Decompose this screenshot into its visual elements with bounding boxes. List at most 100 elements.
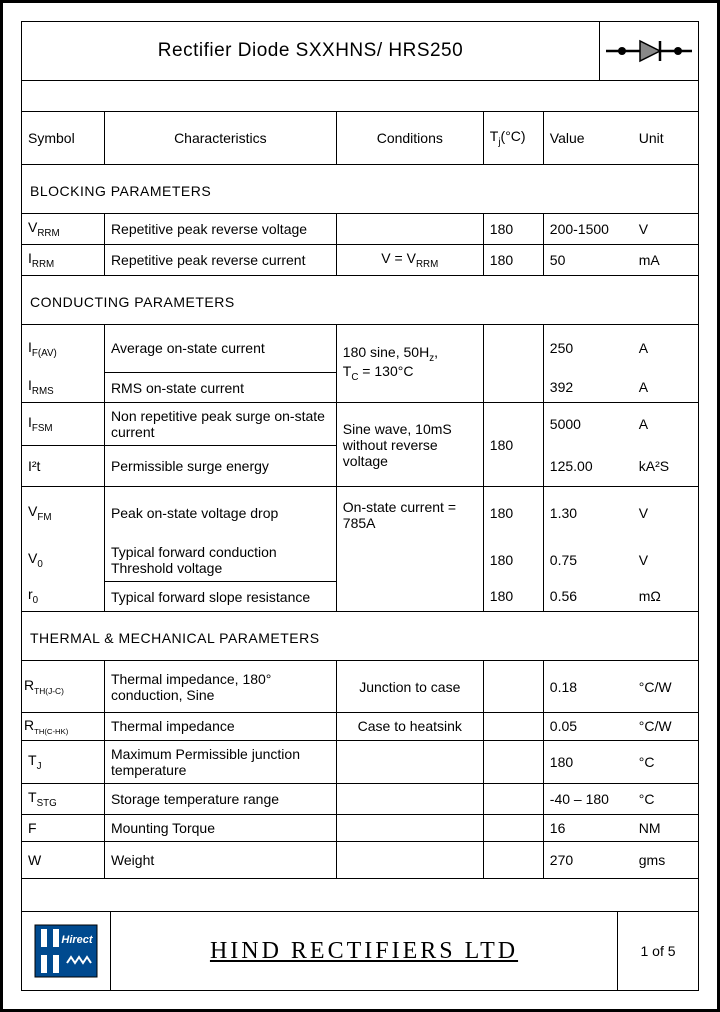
cell-char: Repetitive peak reverse voltage — [104, 214, 336, 245]
row-tstg: TSTG Storage temperature range -40 – 180… — [22, 783, 698, 814]
page-border: Rectifier Diode SXXHNS/ HRS250 Symbol Ch… — [0, 0, 720, 1012]
company-name: HIND RECTIFIERS LTD — [111, 912, 618, 990]
cell-char: Permissible surge energy — [104, 446, 336, 487]
cell-unit: °C — [633, 740, 698, 783]
row-vrrm: VRRM Repetitive peak reverse voltage 180… — [22, 214, 698, 245]
cell-tj: 180 — [483, 403, 543, 487]
cell-cond — [336, 814, 483, 841]
section-conducting: CONDUCTING PARAMETERS — [22, 275, 698, 324]
cell-tj — [483, 713, 543, 741]
cell-val: 0.18 — [543, 661, 632, 713]
cell-tj — [483, 783, 543, 814]
cell-symbol: RTH(C-HK) — [22, 713, 104, 741]
cell-cond: Case to heatsink — [336, 713, 483, 741]
cell-cond — [336, 214, 483, 245]
cell-symbol: r0 — [22, 581, 104, 611]
cell-val: -40 – 180 — [543, 783, 632, 814]
row-w: W Weight 270 gms — [22, 841, 698, 878]
cell-char: Typical forward slope resistance — [104, 581, 336, 611]
cell-val: 5000 — [543, 403, 632, 446]
row-irrm: IRRM Repetitive peak reverse current V =… — [22, 244, 698, 275]
cell-tj — [483, 841, 543, 878]
cell-char: Typical forward conduction Threshold vol… — [104, 539, 336, 582]
row-ifav: IF(AV) Average on-state current 180 sine… — [22, 324, 698, 372]
cell-char: Repetitive peak reverse current — [104, 244, 336, 275]
header-row: Rectifier Diode SXXHNS/ HRS250 — [22, 22, 698, 81]
cell-cond: V = VRRM — [336, 244, 483, 275]
cell-val: 270 — [543, 841, 632, 878]
cell-char: Mounting Torque — [104, 814, 336, 841]
cell-symbol: IRMS — [22, 372, 104, 402]
row-f: F Mounting Torque 16 NM — [22, 814, 698, 841]
row-rthjc: RTH(J-C) Thermal impedance, 180° conduct… — [22, 661, 698, 713]
cell-val: 0.05 — [543, 713, 632, 741]
cell-unit: °C/W — [633, 661, 698, 713]
col-header-symbol: Symbol — [22, 112, 104, 165]
cell-tj — [483, 324, 543, 372]
row-ifsm: IFSM Non repetitive peak surge on-state … — [22, 403, 698, 446]
page-number: 1 of 5 — [618, 912, 698, 990]
cell-char: Non repetitive peak surge on-state curre… — [104, 403, 336, 446]
cell-symbol: TSTG — [22, 783, 104, 814]
cell-unit: °C — [633, 783, 698, 814]
row-vfm: VFM Peak on-state voltage drop On-state … — [22, 487, 698, 539]
cell-val: 1.30 — [543, 487, 632, 539]
cell-cond: Sine wave, 10mS without reverse voltage — [336, 403, 483, 487]
cell-symbol: F — [22, 814, 104, 841]
spacer — [22, 81, 698, 111]
cell-cond — [336, 740, 483, 783]
row-tj: TJ Maximum Permissible junction temperat… — [22, 740, 698, 783]
cell-val: 50 — [543, 244, 632, 275]
cell-tj: 180 — [483, 539, 543, 582]
cell-unit: NM — [633, 814, 698, 841]
svg-text:Hirect: Hirect — [61, 934, 94, 946]
cell-symbol: IFSM — [22, 403, 104, 446]
cell-char: Thermal impedance, 180° conduction, Sine — [104, 661, 336, 713]
section-thermal: THERMAL & MECHANICAL PARAMETERS — [22, 612, 698, 661]
cell-cond — [336, 841, 483, 878]
cell-cond — [336, 783, 483, 814]
cell-val: 125.00 — [543, 446, 632, 487]
cell-val: 0.75 — [543, 539, 632, 582]
table-header-row: Symbol Characteristics Conditions Tj(°C)… — [22, 112, 698, 165]
diode-symbol-icon — [599, 22, 698, 80]
cell-unit: mΩ — [633, 581, 698, 611]
col-header-tj: Tj(°C) — [483, 112, 543, 165]
cell-unit: kA²S — [633, 446, 698, 487]
cell-cond: 180 sine, 50Hz,TC = 130°C — [336, 324, 483, 403]
cell-symbol: IF(AV) — [22, 324, 104, 372]
cell-symbol: VRRM — [22, 214, 104, 245]
cell-unit: A — [633, 324, 698, 372]
cell-symbol: TJ — [22, 740, 104, 783]
section-blocking: BLOCKING PARAMETERS — [22, 165, 698, 214]
cell-val: 392 — [543, 372, 632, 402]
cell-unit: mA — [633, 244, 698, 275]
cell-tj: 180 — [483, 487, 543, 539]
cell-symbol: RTH(J-C) — [22, 661, 104, 713]
cell-tj: 180 — [483, 214, 543, 245]
cell-symbol: I²t — [22, 446, 104, 487]
cell-char: RMS on-state current — [104, 372, 336, 402]
cell-symbol: V0 — [22, 539, 104, 582]
cell-unit: A — [633, 403, 698, 446]
row-rthch: RTH(C-HK) Thermal impedance Case to heat… — [22, 713, 698, 741]
cell-val: 16 — [543, 814, 632, 841]
cell-tj: 180 — [483, 581, 543, 611]
cell-unit: V — [633, 214, 698, 245]
cell-unit: A — [633, 372, 698, 402]
cell-char: Maximum Permissible junction temperature — [104, 740, 336, 783]
cell-unit: gms — [633, 841, 698, 878]
cell-tj — [483, 661, 543, 713]
cell-char: Storage temperature range — [104, 783, 336, 814]
spec-table: Symbol Characteristics Conditions Tj(°C)… — [22, 111, 698, 879]
cell-tj — [483, 372, 543, 402]
inner-frame: Rectifier Diode SXXHNS/ HRS250 Symbol Ch… — [21, 21, 699, 991]
cell-tj — [483, 814, 543, 841]
cell-unit: V — [633, 487, 698, 539]
cell-tj: 180 — [483, 244, 543, 275]
cell-unit: °C/W — [633, 713, 698, 741]
col-header-conditions: Conditions — [336, 112, 483, 165]
cell-symbol: W — [22, 841, 104, 878]
cell-tj — [483, 740, 543, 783]
company-logo-icon: Hirect — [22, 912, 111, 990]
